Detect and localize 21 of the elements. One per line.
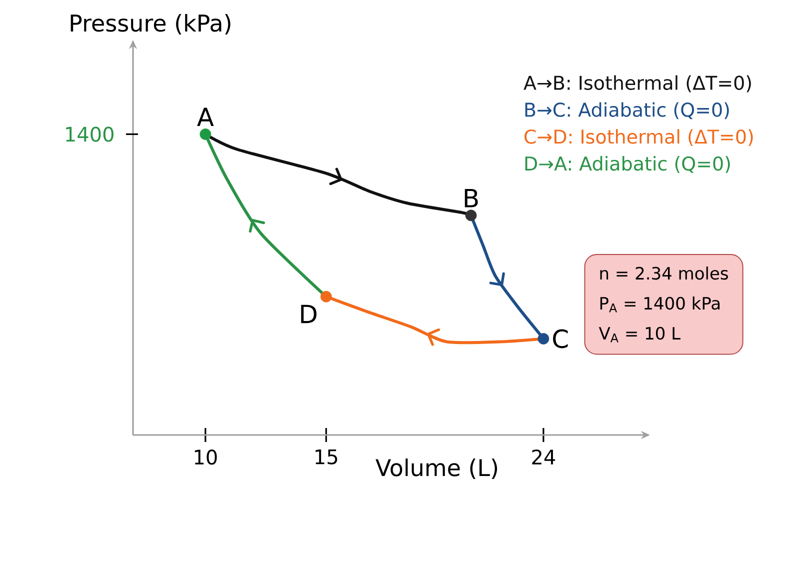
- x-tick-label: 24: [532, 450, 556, 464]
- annotation: B: [464, 189, 478, 208]
- annotation: n = 2.34 moles: [600, 266, 728, 280]
- point: [465, 210, 477, 222]
- point: [200, 128, 212, 140]
- annotation: V$_{A}$ = 10 L: [598, 326, 680, 342]
- x-tick-label: 15: [316, 450, 338, 464]
- text: A→B: Isothermal (ΔT=0): [524, 75, 751, 92]
- annotation: D: [301, 304, 316, 324]
- x-tick-label: 10: [194, 450, 217, 465]
- x-axis-title: Volume (L): [376, 458, 498, 480]
- point: [320, 290, 332, 302]
- text: C→D: Isothermal (ΔT=0): [524, 129, 753, 146]
- annotation: P$_{A}$ = 1400 kPa: [600, 296, 720, 312]
- point: [538, 333, 550, 344]
- y-axis-title: Pressure (kPa): [70, 14, 230, 34]
- annotation: A: [197, 108, 214, 126]
- annotation: C: [553, 329, 568, 348]
- text: D→A: Adiabatic (Q=0): [525, 156, 730, 173]
- text: 1400: [66, 126, 114, 142]
- text: B→C: Adiabatic (Q=0): [525, 102, 729, 120]
